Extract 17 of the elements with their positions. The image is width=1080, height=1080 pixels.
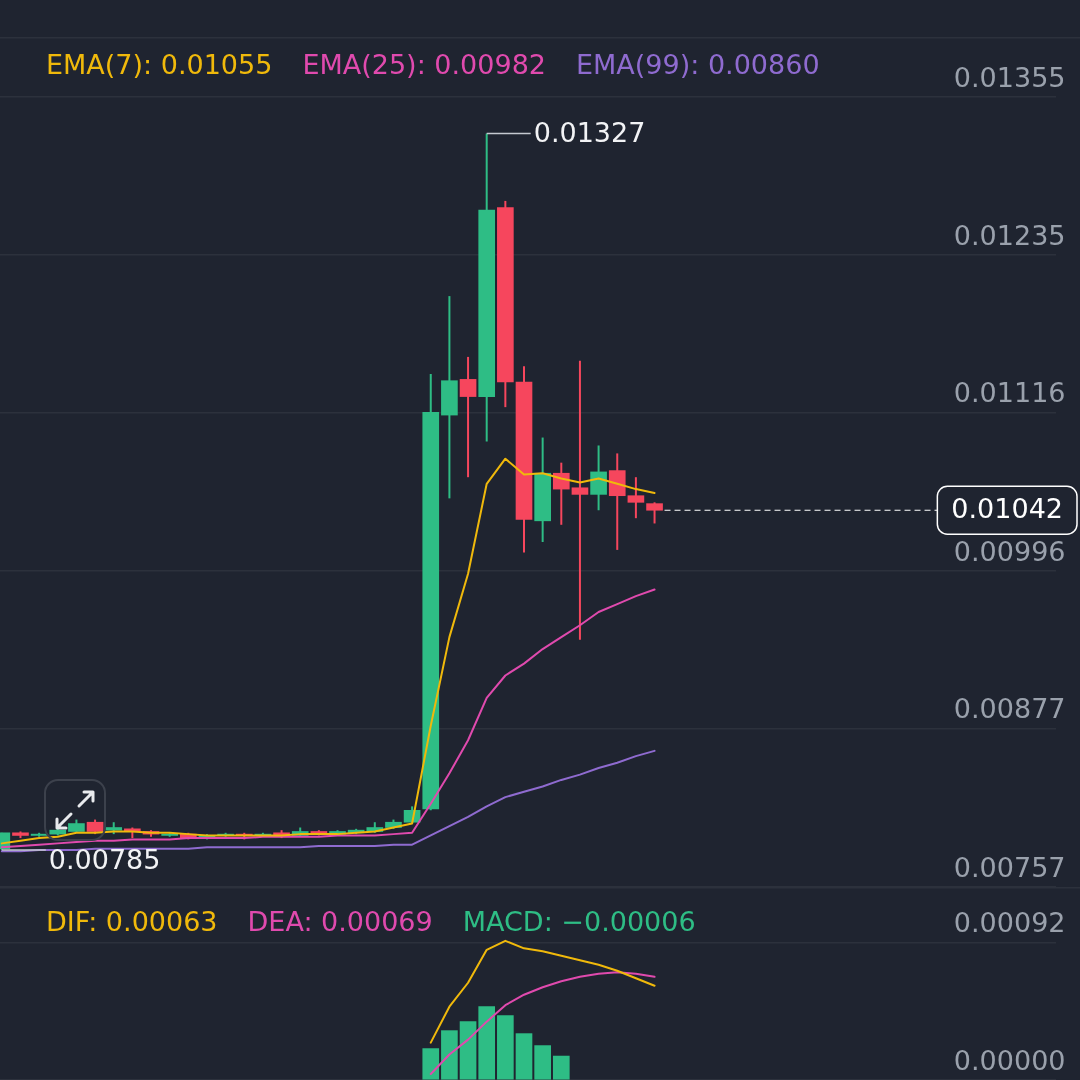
text: MACD: −0.00006 — [462, 906, 696, 937]
y-tick-label: 0.01235 — [953, 220, 1066, 252]
text: DIF: 0.00063 — [46, 906, 218, 937]
ref-line-label: 0.01042 — [951, 493, 1063, 525]
text: EMA(25): 0.00982 — [302, 49, 546, 80]
text: DEA: 0.00069 — [247, 906, 433, 937]
y-tick-label: 0.00000 — [953, 1045, 1066, 1077]
y-tick-label: 0.01355 — [953, 61, 1066, 93]
y-tick-label: 0.00877 — [953, 693, 1066, 725]
text: EMA(7): 0.01055 — [46, 49, 273, 80]
y-tick-label: 0.00092 — [953, 907, 1066, 939]
annotation: 0.01327 — [533, 116, 646, 148]
text: EMA(99): 0.00860 — [576, 49, 820, 80]
y-tick-label: 0.00996 — [953, 536, 1066, 568]
y-tick-label: 0.01116 — [953, 377, 1066, 409]
annotation: 0.00785 — [48, 844, 161, 875]
y-tick-label: 0.00757 — [953, 852, 1066, 884]
